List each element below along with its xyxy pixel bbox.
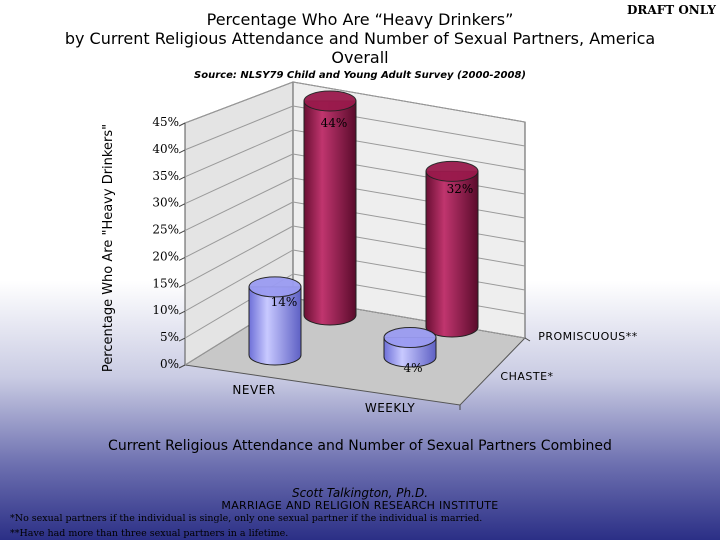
y-tick-label: 35% [152, 169, 179, 183]
bar-weekly-promiscuous [425, 170, 479, 338]
gridline-left [184, 177, 294, 232]
chart-title: Percentage Who Are “Heavy Drinkers” by C… [0, 10, 720, 67]
footnote-chaste: *No sexual partners if the individual is… [10, 513, 483, 524]
x-category-label-never: NEVER [232, 383, 275, 397]
title-line-1: Percentage Who Are “Heavy Drinkers” [206, 10, 514, 29]
title-line-3: Overall [331, 48, 389, 67]
y-axis-title: Percentage Who Are "Heavy Drinkers" [101, 124, 116, 372]
data-label-never-promiscuous: 44% [321, 116, 348, 130]
source-note: Source: NLSY79 Child and Young Adult Sur… [194, 70, 526, 81]
chart-bars [248, 90, 479, 368]
depth-label-promiscuous: PROMISCUOUS** [538, 330, 638, 343]
draft-label: DRAFT ONLY [627, 3, 716, 17]
depth-label-chaste: CHASTE* [500, 370, 553, 383]
y-tick-label: 45% [152, 115, 179, 129]
y-tick-label: 0% [160, 357, 179, 371]
footnote-promiscuous: **Have had more than three sexual partne… [10, 528, 289, 539]
bar-top-weekly-chaste [383, 327, 437, 349]
gridline-left [184, 81, 294, 124]
y-tick-label: 40% [152, 142, 179, 156]
y-tick-mark [178, 256, 186, 261]
y-tick-mark [178, 149, 186, 154]
y-tick-mark [178, 364, 186, 369]
data-label-never-chaste: 14% [271, 295, 298, 309]
gridline-left [184, 153, 294, 205]
y-tick-mark [178, 310, 186, 315]
data-label-weekly-promiscuous: 32% [447, 182, 474, 196]
y-tick-mark [178, 203, 186, 208]
floor-tick [524, 337, 531, 342]
y-tick-label: 30% [152, 196, 179, 210]
gridline-left [184, 249, 294, 312]
y-tick-label: 10% [152, 303, 179, 317]
y-tick-mark [178, 230, 186, 235]
x-category-label-weekly: WEEKLY [365, 401, 415, 415]
institute: MARRIAGE AND RELIGION RESEARCH INSTITUTE [221, 499, 499, 512]
y-tick-mark [178, 122, 186, 127]
y-tick-label: 20% [152, 249, 179, 263]
bar-top-weekly-promiscuous [425, 160, 479, 182]
bar-never-chaste [248, 286, 302, 366]
y-tick-label: 5% [160, 330, 179, 344]
y-tick-mark [178, 337, 186, 342]
chart-labels: 0% 5% 10% 15% 20% 25% 30% 35% 40% 45% Percentage W… [101, 115, 638, 415]
gridline-back [292, 81, 526, 123]
gridline-left [184, 201, 294, 258]
x-axis-title: Current Religious Attendance and Number … [108, 438, 612, 454]
data-label-weekly-chaste: 4% [403, 361, 422, 375]
bar-never-promiscuous [303, 100, 357, 326]
y-tick-label: 25% [152, 223, 179, 237]
title-line-2: by Current Religious Attendance and Numb… [64, 29, 656, 48]
gridline-left [184, 129, 294, 178]
author: Scott Talkington, Ph.D. [291, 486, 429, 500]
y-tick-label: 15% [152, 276, 179, 290]
bar-top-never-promiscuous [303, 90, 357, 112]
y-tick-mark [178, 283, 186, 288]
bar-top-never-chaste [248, 276, 302, 298]
gridline-left [184, 225, 294, 285]
y-tick-mark [178, 176, 186, 181]
gridline-left [184, 105, 294, 151]
